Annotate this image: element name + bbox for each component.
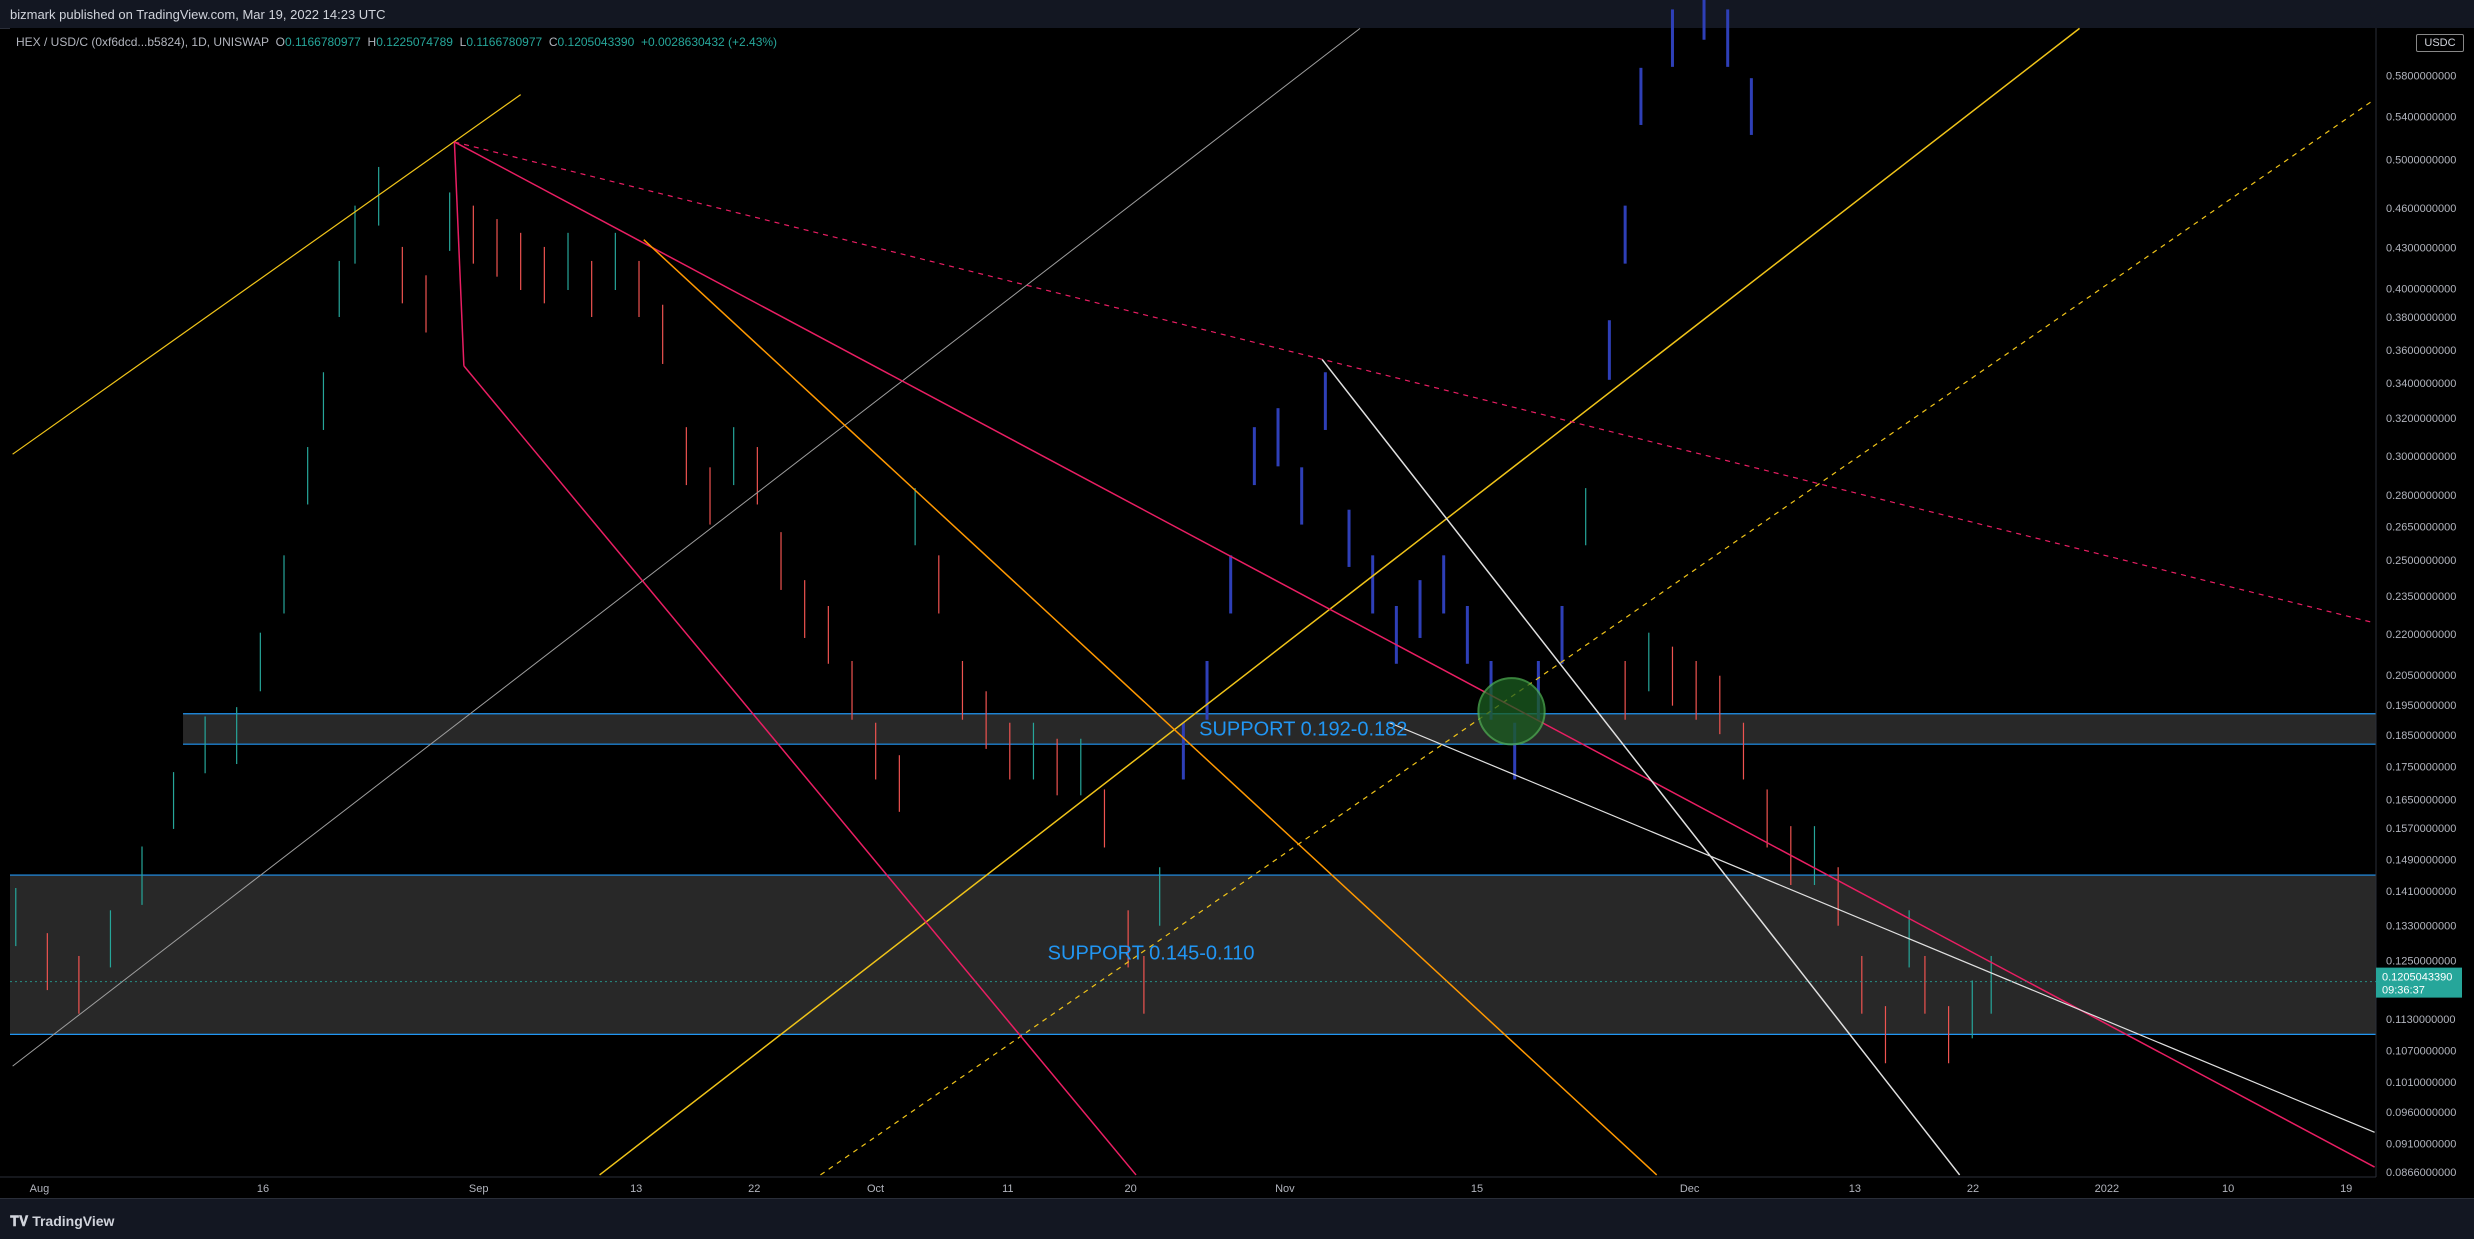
- time-tick-label: Sep: [469, 1183, 489, 1195]
- price-tick-label: 0.4600000000: [2386, 203, 2456, 215]
- yellow-channel-line: [12, 94, 522, 455]
- white-support-line: [1388, 721, 2375, 1133]
- price-tick-label: 0.1010000000: [2386, 1077, 2456, 1089]
- time-tick-label: Nov: [1275, 1183, 1295, 1195]
- orange-trend-line: [643, 239, 1658, 1176]
- price-tick-label: 0.4000000000: [2386, 284, 2456, 296]
- time-tick-label: 15: [1471, 1183, 1483, 1195]
- time-tick-label: 16: [257, 1183, 269, 1195]
- time-tick-label: 13: [1849, 1183, 1861, 1195]
- symbol-name[interactable]: HEX / USD/C (0xf6dcd...b5824), 1D, UNISW…: [16, 35, 269, 49]
- currency-badge[interactable]: USDC: [2416, 34, 2464, 52]
- time-tick-label: Aug: [30, 1183, 50, 1195]
- red-channel-line: [463, 365, 1137, 1176]
- price-tick-label: 0.3800000000: [2386, 312, 2456, 324]
- price-tick-label: 0.1950000000: [2386, 700, 2456, 712]
- drawing-lines: [12, 27, 2375, 1176]
- change-value: +0.0028630432 (+2.43%): [640, 35, 778, 49]
- zone-label: SUPPORT 0.192-0.182: [1199, 719, 1407, 741]
- price-tick-label: 0.2650000000: [2386, 522, 2456, 534]
- time-axis: Aug16Sep1322Oct1120Nov15Dec132220221019F…: [0, 1176, 2376, 1195]
- close-label: C: [548, 35, 558, 49]
- support-zone: [10, 875, 2376, 1035]
- publish-info: bizmark published on TradingView.com, Ma…: [10, 7, 386, 22]
- support-zones: [10, 713, 2377, 1035]
- price-tick-label: 0.5400000000: [2386, 112, 2456, 124]
- last-price-label: 0.1205043390: [2382, 972, 2452, 984]
- price-tick-label: 0.4300000000: [2386, 243, 2456, 255]
- price-tick-label: 0.1650000000: [2386, 795, 2456, 807]
- footer-bar: 𝐓𝐕 TradingView: [0, 1198, 2474, 1239]
- price-tick-label: 0.2350000000: [2386, 591, 2456, 603]
- price-tick-label: 0.5800000000: [2386, 71, 2456, 83]
- price-tick-label: 0.1250000000: [2386, 955, 2456, 967]
- time-tick-label: 22: [1967, 1183, 1979, 1195]
- price-tick-label: 0.0960000000: [2386, 1107, 2456, 1119]
- red-pitch-handle: [453, 141, 465, 366]
- price-axis: 0.5800000000 0.5400000000 0.5000000000 0.46…: [10, 28, 2474, 1179]
- candles: [15, 0, 1992, 1064]
- zone-labels: SUPPORT 0.192-0.182 SUPPORT 0.145-0.110: [1048, 719, 1408, 965]
- price-tick-label: 0.3200000000: [2386, 413, 2456, 425]
- tv-logo-icon: 𝐓𝐕: [10, 1213, 29, 1229]
- tradingview-logo[interactable]: 𝐓𝐕 TradingView: [10, 1213, 114, 1230]
- time-tick-label: 13: [630, 1183, 642, 1195]
- time-tick-label: 10: [2222, 1183, 2234, 1195]
- grey-trend-line: [12, 27, 1361, 1067]
- high-value: 0.1225074789: [376, 35, 453, 49]
- last-price-countdown: 09:36:37: [2382, 985, 2425, 997]
- brand-name: TradingView: [32, 1213, 115, 1229]
- time-tick-label: 22: [748, 1183, 760, 1195]
- price-tick-label: 0.1490000000: [2386, 855, 2456, 867]
- last-price-badge: [2376, 967, 2462, 998]
- time-tick-label: 2022: [2095, 1183, 2119, 1195]
- price-tick-label: 0.1570000000: [2386, 823, 2456, 835]
- low-label: L: [459, 35, 467, 49]
- time-tick-label: 20: [1124, 1183, 1136, 1195]
- high-label: H: [367, 35, 377, 49]
- price-tick-label: 0.2800000000: [2386, 490, 2456, 502]
- price-tick-label: 0.3000000000: [2386, 451, 2456, 463]
- white-trend-line: [1321, 359, 1961, 1176]
- symbol-legend: HEX / USD/C (0xf6dcd...b5824), 1D, UNISW…: [16, 35, 777, 49]
- zone-label: SUPPORT 0.145-0.110: [1048, 943, 1255, 965]
- yellow-trend-line: [599, 27, 2081, 1176]
- price-tick-label: 0.5000000000: [2386, 154, 2456, 166]
- price-tick-label: 0.2200000000: [2386, 629, 2456, 641]
- time-tick-label: 19: [2340, 1183, 2352, 1195]
- time-tick-label: Dec: [1680, 1183, 1700, 1195]
- open-label: O: [275, 35, 285, 49]
- price-tick-label: 0.1850000000: [2386, 730, 2456, 742]
- time-tick-label: Oct: [867, 1183, 884, 1195]
- red-dashed-resistance: [454, 141, 2375, 624]
- price-tick-label: 0.2500000000: [2386, 555, 2456, 567]
- support-zone: [183, 713, 2377, 745]
- open-value: 0.1166780977: [285, 35, 361, 49]
- time-tick-label: 11: [1002, 1183, 1013, 1195]
- green-highlight-circle: [1477, 677, 1546, 746]
- price-tick-label: 0.0866000000: [2386, 1167, 2456, 1179]
- price-tick-label: 0.3600000000: [2386, 345, 2456, 357]
- price-tick-label: 0.1330000000: [2386, 921, 2456, 933]
- price-tick-label: 0.2050000000: [2386, 670, 2456, 682]
- red-trend-line: [454, 141, 2375, 1168]
- close-value: 0.1205043390: [557, 35, 635, 49]
- price-tick-label: 0.1070000000: [2386, 1045, 2456, 1057]
- price-tick-label: 0.1750000000: [2386, 761, 2456, 773]
- low-value: 0.1166780977: [466, 35, 543, 49]
- price-tick-label: 0.1410000000: [2386, 886, 2456, 898]
- price-tick-label: 0.1130000000: [2386, 1014, 2456, 1026]
- price-tick-label: 0.0910000000: [2386, 1138, 2456, 1150]
- price-tick-label: 0.3400000000: [2386, 378, 2456, 390]
